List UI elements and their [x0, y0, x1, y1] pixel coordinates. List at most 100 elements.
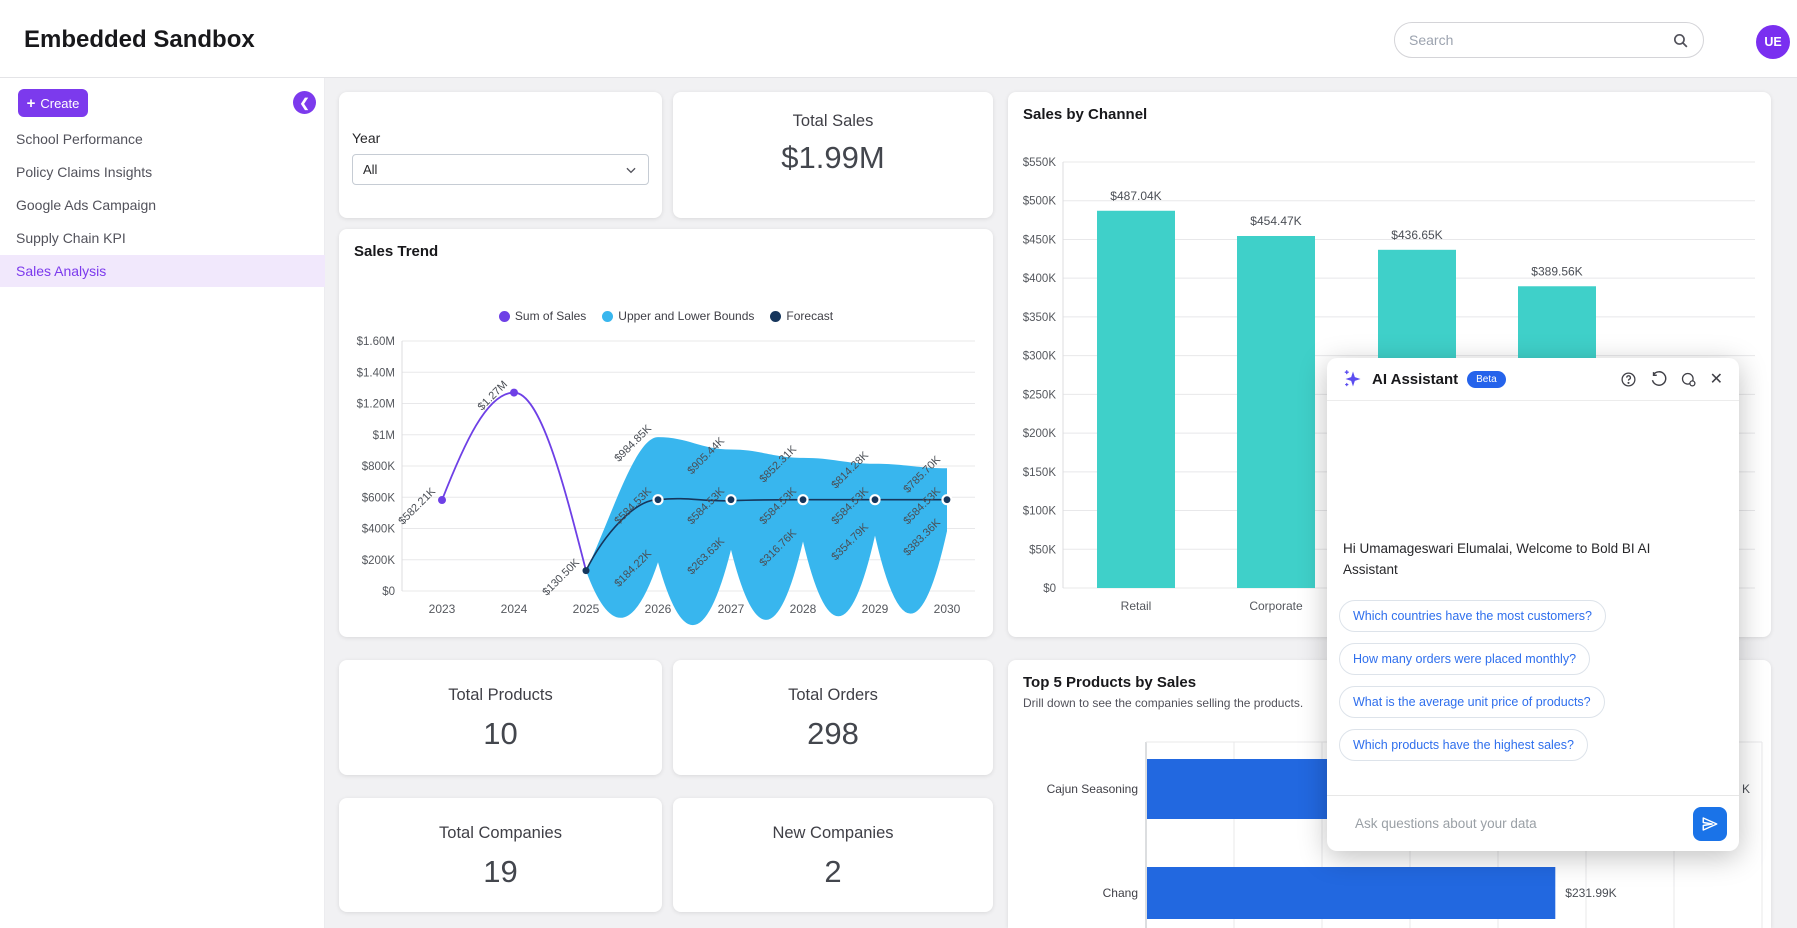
- ai-send-button[interactable]: [1693, 806, 1727, 841]
- svg-text:Corporate: Corporate: [1249, 599, 1303, 613]
- svg-text:2027: 2027: [718, 602, 745, 616]
- svg-text:2023: 2023: [429, 602, 456, 616]
- svg-text:Retail: Retail: [1121, 599, 1152, 613]
- svg-text:$436.65K: $436.65K: [1391, 228, 1442, 242]
- svg-text:$231.99K: $231.99K: [1565, 886, 1616, 900]
- total-orders-card: Total Orders 298: [673, 660, 993, 775]
- ai-greeting-text: Hi Umamageswari Elumalai, Welcome to Bol…: [1343, 541, 1651, 577]
- legend-dot-purple: [498, 310, 510, 322]
- ai-model-icon[interactable]: [1680, 371, 1697, 388]
- new-companies-title: New Companies: [772, 824, 894, 842]
- svg-text:$0: $0: [382, 586, 395, 598]
- svg-text:$389.56K: $389.56K: [1531, 264, 1582, 278]
- ai-assistant-title: AI Assistant: [1372, 370, 1459, 388]
- year-filter-card: Year All: [339, 92, 662, 218]
- svg-text:$582.21K: $582.21K: [396, 485, 438, 527]
- svg-text:Chang: Chang: [1103, 886, 1138, 900]
- svg-text:2025: 2025: [573, 602, 600, 616]
- send-icon: [1701, 815, 1719, 833]
- sidebar: + Create ❮ School Performance Policy Clai…: [0, 78, 325, 928]
- sales-trend-chart[interactable]: $1.60M $1.40M $1.20M $1M $800K $600K $400K $200…: [339, 229, 993, 637]
- search-icon[interactable]: [1672, 32, 1689, 49]
- chevron-left-icon: ❮: [299, 95, 310, 110]
- svg-text:2028: 2028: [790, 602, 817, 616]
- svg-text:Cajun Seasoning: Cajun Seasoning: [1047, 782, 1138, 796]
- help-icon[interactable]: [1620, 371, 1637, 388]
- search-box[interactable]: [1394, 22, 1704, 58]
- total-sales-value: $1.99M: [781, 140, 885, 175]
- legend-upper-lower-bounds[interactable]: Upper and Lower Bounds: [602, 309, 754, 323]
- svg-text:2029: 2029: [862, 602, 889, 616]
- create-button[interactable]: + Create: [18, 89, 88, 117]
- svg-text:$454.47K: $454.47K: [1250, 214, 1301, 228]
- legend-forecast[interactable]: Forecast: [770, 309, 833, 323]
- sidebar-item-sales-analysis[interactable]: Sales Analysis: [0, 255, 325, 287]
- svg-text:$400K: $400K: [362, 524, 396, 536]
- svg-text:$250K: $250K: [1023, 389, 1057, 401]
- search-input[interactable]: [1409, 32, 1672, 48]
- ai-assistant-header: AI Assistant Beta ✕: [1327, 358, 1739, 401]
- ai-sparkle-icon: [1343, 369, 1363, 389]
- sidebar-item-policy-claims-insights[interactable]: Policy Claims Insights: [16, 164, 153, 180]
- svg-text:$800K: $800K: [362, 461, 396, 473]
- sidebar-collapse-button[interactable]: ❮: [293, 91, 316, 114]
- top5-products-subtitle: Drill down to see the companies selling …: [1023, 696, 1304, 710]
- sales-by-channel-title: Sales by Channel: [1023, 106, 1148, 123]
- legend-dot-lightblue: [602, 310, 614, 322]
- total-companies-title: Total Companies: [439, 824, 562, 842]
- sidebar-item-supply-chain-kpi[interactable]: Supply Chain KPI: [16, 230, 126, 246]
- svg-text:$130.50K: $130.50K: [540, 556, 582, 598]
- svg-text:$1.27M: $1.27M: [476, 379, 510, 413]
- sidebar-item-google-ads-campaign[interactable]: Google Ads Campaign: [16, 197, 157, 213]
- svg-text:$1M: $1M: [373, 430, 395, 442]
- total-products-card: Total Products 10: [339, 660, 662, 775]
- year-select-dropdown[interactable]: All: [352, 154, 649, 185]
- legend-sum-of-sales[interactable]: Sum of Sales: [498, 309, 586, 323]
- svg-text:$500K: $500K: [1023, 196, 1057, 208]
- svg-text:$50K: $50K: [1029, 544, 1056, 556]
- new-companies-value: 2: [824, 854, 842, 889]
- svg-text:$200K: $200K: [362, 555, 396, 567]
- total-products-value: 10: [483, 716, 518, 751]
- sidebar-item-school-performance[interactable]: School Performance: [16, 131, 143, 147]
- svg-text:$0: $0: [1043, 583, 1056, 595]
- sales-trend-legend: Sum of Sales Upper and Lower Bounds Fore…: [339, 309, 993, 323]
- ai-question-input[interactable]: [1355, 816, 1693, 831]
- page-title: Embedded Sandbox: [24, 26, 255, 53]
- svg-text:$1.40M: $1.40M: [357, 367, 395, 379]
- sales-trend-card: Sales Trend Sum of Sales Upper and Lower…: [339, 229, 993, 637]
- ai-suggestion-chip-4[interactable]: Which products have the highest sales?: [1339, 729, 1588, 761]
- year-filter-label: Year: [352, 130, 381, 146]
- close-icon[interactable]: ✕: [1709, 371, 1723, 388]
- svg-text:$600K: $600K: [362, 492, 396, 504]
- year-select-value: All: [363, 162, 378, 177]
- plus-icon: +: [26, 94, 36, 112]
- ai-suggestion-chip-3[interactable]: What is the average unit price of produc…: [1339, 686, 1605, 718]
- total-companies-value: 19: [483, 854, 518, 889]
- ai-beta-badge: Beta: [1467, 370, 1506, 388]
- svg-text:$487.04K: $487.04K: [1110, 189, 1161, 203]
- sales-trend-title: Sales Trend: [354, 243, 439, 260]
- svg-text:$300K: $300K: [1023, 351, 1057, 363]
- partial-hidden-bar-label: K: [1742, 782, 1750, 796]
- chevron-down-icon: [624, 163, 638, 177]
- legend-dot-navy: [770, 310, 782, 322]
- user-avatar[interactable]: UE: [1756, 25, 1790, 59]
- svg-text:$100K: $100K: [1023, 506, 1057, 518]
- total-orders-title: Total Orders: [788, 686, 878, 704]
- svg-text:$150K: $150K: [1023, 467, 1057, 479]
- svg-text:$550K: $550K: [1023, 157, 1057, 169]
- svg-text:2030: 2030: [934, 602, 961, 616]
- total-sales-title: Total Sales: [792, 112, 874, 130]
- ai-suggestion-chips: Which countries have the most customers?…: [1339, 600, 1606, 761]
- svg-text:$1.20M: $1.20M: [357, 399, 395, 411]
- ai-suggestion-chip-1[interactable]: Which countries have the most customers?: [1339, 600, 1606, 632]
- restart-conversation-icon[interactable]: [1650, 370, 1667, 388]
- svg-text:2026: 2026: [645, 602, 672, 616]
- svg-text:$1.60M: $1.60M: [357, 336, 395, 348]
- svg-text:$200K: $200K: [1023, 428, 1057, 440]
- svg-text:$350K: $350K: [1023, 312, 1057, 324]
- svg-text:2024: 2024: [501, 602, 528, 616]
- ai-suggestion-chip-2[interactable]: How many orders were placed monthly?: [1339, 643, 1591, 675]
- svg-text:$450K: $450K: [1023, 234, 1057, 246]
